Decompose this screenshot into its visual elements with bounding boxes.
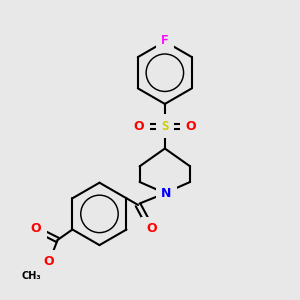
Text: CH₃: CH₃ xyxy=(21,271,40,281)
Text: S: S xyxy=(161,120,169,133)
Text: O: O xyxy=(146,222,157,235)
Text: O: O xyxy=(185,120,196,133)
Text: O: O xyxy=(31,221,41,235)
Text: O: O xyxy=(134,120,144,133)
Text: N: N xyxy=(161,187,172,200)
Text: F: F xyxy=(161,34,169,46)
Text: O: O xyxy=(44,255,54,268)
